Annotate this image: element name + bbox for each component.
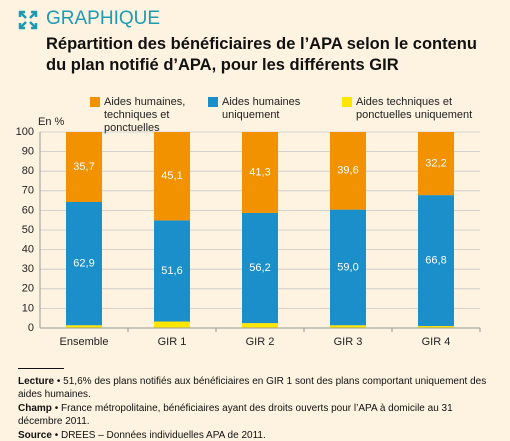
value-label: 51,6 (161, 265, 182, 277)
bar-segment (154, 220, 190, 322)
expand-icon (18, 10, 38, 30)
bar-segment (66, 201, 102, 326)
x-tick-label: GIR 3 (334, 336, 363, 348)
note-text: • DREES – Données individuelles APA de 2… (54, 430, 266, 441)
value-label: 32,2 (425, 157, 446, 169)
y-tick-label: 80 (22, 165, 34, 177)
bar-segment (330, 132, 366, 210)
legend-label: Aides humaines, techniques et ponctuelle… (104, 96, 186, 134)
note-label: Source (18, 430, 52, 441)
value-label: 56,2 (249, 262, 270, 274)
rule (18, 368, 64, 369)
bar-segment (330, 325, 366, 328)
legend-swatch (208, 97, 218, 107)
y-tick-label: 30 (22, 263, 34, 275)
value-label: 39,6 (337, 165, 358, 177)
y-tick-label: 40 (22, 244, 34, 256)
value-label: 62,9 (73, 258, 94, 270)
legend-label: Aides humaines uniquement (222, 96, 301, 121)
chart: En % 0102030405060708090100Ensemble1,462… (16, 116, 481, 348)
bar-segment (154, 321, 190, 328)
value-label: 35,7 (73, 161, 94, 173)
bar-segment (418, 195, 454, 327)
y-tick-label: 0 (28, 322, 34, 334)
bar-segment (418, 132, 454, 196)
bar-segment (242, 212, 278, 324)
bar-segment (242, 323, 278, 328)
bar-segment (154, 132, 190, 221)
value-label: 66,8 (425, 254, 446, 266)
y-tick-label: 100 (16, 126, 34, 138)
y-tick-label: 50 (22, 224, 34, 236)
x-tick-label: Ensemble (60, 336, 109, 348)
x-tick-label: GIR 4 (422, 336, 451, 348)
note-label: Champ (18, 403, 52, 414)
note-label: Lecture (18, 376, 55, 387)
x-tick-label: GIR 1 (158, 336, 187, 348)
notes: Lecture • 51,6% des plans notifiés aux b… (18, 375, 488, 441)
y-axis-label: En % (38, 116, 65, 128)
bar-segment (242, 132, 278, 213)
value-label: 41,3 (249, 166, 270, 178)
y-tick-label: 90 (22, 146, 34, 158)
bar-segment (418, 326, 454, 328)
y-tick-label: 10 (22, 302, 34, 314)
header: GRAPHIQUE (46, 8, 161, 29)
y-tick-label: 70 (22, 185, 34, 197)
legend-label: Aides techniques et ponctuelles uniqueme… (356, 96, 473, 121)
note: Lecture • 51,6% des plans notifiés aux b… (18, 375, 488, 401)
note-text: • France métropolitaine, bénéficiaires a… (18, 403, 453, 427)
chart-title: Répartition des bénéficiaires de l’APA s… (46, 35, 477, 74)
bar-segment (66, 132, 102, 202)
value-label: 59,0 (337, 261, 358, 273)
legend-swatch (90, 97, 100, 107)
y-tick-label: 20 (22, 283, 34, 295)
note: Champ • France métropolitaine, bénéficia… (18, 402, 488, 428)
note: Source • DREES – Données individuelles A… (18, 429, 488, 441)
x-tick-label: GIR 2 (246, 336, 275, 348)
note-text: • 51,6% des plans notifiés aux bénéficia… (18, 376, 487, 400)
legend-swatch (342, 97, 352, 107)
y-tick-label: 60 (22, 204, 34, 216)
bar-segment (330, 209, 366, 326)
bar-segment (66, 325, 102, 328)
value-label: 45,1 (161, 170, 182, 182)
